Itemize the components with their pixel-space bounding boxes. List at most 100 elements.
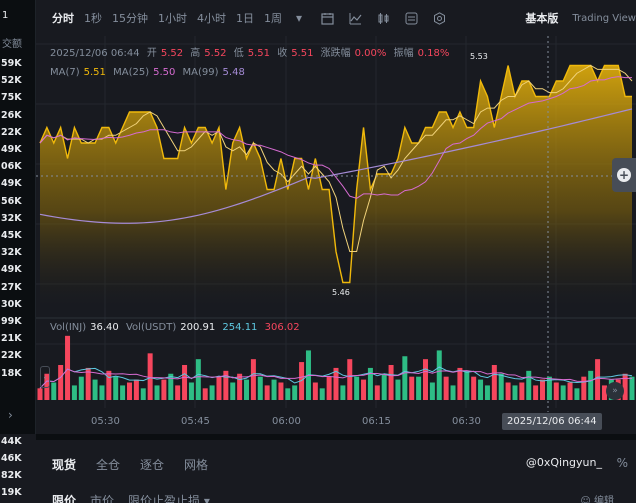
orderbook-volume-value: 19K xyxy=(1,487,22,498)
low-value: 5.51 xyxy=(247,48,270,59)
volume-bar xyxy=(326,376,332,400)
chart-panel: 分时 1秒 15分钟 1小时 4小时 1日 1周 ▾ 基本版 Trading V… xyxy=(36,0,636,434)
chart-settings-icon[interactable] xyxy=(404,11,418,25)
ohlc-readout: 2025/12/06 06:44 开 5.52 高 5.52 低 5.51 收 5.51… xyxy=(50,44,453,59)
volume-bar xyxy=(601,385,607,400)
indicator-icon[interactable] xyxy=(348,11,362,25)
orderbook-volume-value: 46K xyxy=(1,453,22,464)
volume-bar xyxy=(106,370,112,400)
volume-bar xyxy=(85,367,91,400)
volume-bar xyxy=(175,385,181,400)
chart-toolbar: 分时 1秒 15分钟 1小时 4小时 1日 1周 ▾ 基本版 Trading V… xyxy=(36,0,636,36)
x-tick-label: 06:00 xyxy=(272,416,301,427)
orderbook-header: 1 xyxy=(2,10,9,21)
ma7-label: MA(7) xyxy=(50,67,80,78)
volume-bar xyxy=(37,388,43,400)
x-tick-label: 06:30 xyxy=(452,416,481,427)
volume-bar xyxy=(429,382,435,400)
more-icon[interactable]: % xyxy=(616,456,628,470)
volume-bar xyxy=(140,388,146,400)
order-type-market[interactable]: 市价 xyxy=(90,494,115,503)
interval-1h[interactable]: 1小时 xyxy=(158,12,187,25)
chevron-right-icon[interactable]: › xyxy=(8,408,13,422)
candle-type-icon[interactable] xyxy=(376,11,390,25)
ohlc-date: 2025/12/06 06:44 xyxy=(50,48,140,59)
ma25-line xyxy=(39,76,632,199)
volume-bar xyxy=(367,367,373,400)
volume-bar xyxy=(333,367,339,400)
ma25-value: 5.50 xyxy=(153,67,176,78)
volume-bar xyxy=(629,376,635,400)
tab-grid[interactable]: 网格 xyxy=(184,458,209,472)
order-type-limit[interactable]: 限价 xyxy=(52,494,77,503)
volume-bar xyxy=(498,373,504,400)
plus-icon: + xyxy=(617,168,631,182)
tradingview-toggle[interactable]: Trading View xyxy=(572,12,636,24)
price-chart[interactable] xyxy=(36,36,636,412)
basic-view-toggle[interactable]: 基本版 xyxy=(525,12,559,25)
ma7-line xyxy=(39,64,633,252)
volume-bar xyxy=(546,376,552,400)
ma99-line xyxy=(39,108,633,224)
volume-ma2-line xyxy=(39,368,632,389)
volume-bar xyxy=(533,385,539,400)
volume-bar xyxy=(257,376,263,400)
volume-bar xyxy=(58,365,64,400)
volume-bar xyxy=(44,373,50,400)
open-value: 5.52 xyxy=(160,48,184,59)
interval-1d[interactable]: 1日 xyxy=(236,12,254,25)
volume-bar xyxy=(588,370,594,400)
interval-1w[interactable]: 1周 xyxy=(264,12,282,25)
tab-spot[interactable]: 现货 xyxy=(52,458,77,472)
interval-4h[interactable]: 4小时 xyxy=(197,12,226,25)
interval-1s[interactable]: 1秒 xyxy=(84,12,102,25)
volume-bar xyxy=(450,385,456,400)
amplitude-label: 振幅 xyxy=(393,48,414,59)
volume-bar xyxy=(292,385,298,400)
volume-bar xyxy=(347,359,353,400)
volume-bar xyxy=(51,382,57,400)
volume-bar xyxy=(230,382,236,400)
volume-bar xyxy=(553,382,559,400)
volume-bar xyxy=(622,373,628,400)
orderbook-volume-value: 45K xyxy=(1,230,22,241)
add-indicator-button[interactable]: + xyxy=(612,158,636,192)
tab-cross-margin[interactable]: 全仓 xyxy=(96,458,121,472)
volume-bar xyxy=(491,365,497,400)
volume-bar xyxy=(216,376,222,400)
orderbook-volume-value: 49K xyxy=(1,144,22,155)
volume-bar xyxy=(457,367,463,400)
volume-bar xyxy=(250,359,256,400)
scroll-left-handle[interactable]: ‹ xyxy=(40,366,50,388)
volume-bar xyxy=(271,379,277,400)
volume-bar xyxy=(202,388,208,400)
volume-bar xyxy=(526,370,532,400)
watermark-handle: @0xQingyun_ xyxy=(525,456,602,469)
volume-bar xyxy=(567,382,573,400)
tab-isolated-margin[interactable]: 逐仓 xyxy=(140,458,165,472)
interval-dropdown-icon[interactable]: ▾ xyxy=(295,11,303,25)
volume-bar xyxy=(278,382,284,400)
volume-bar xyxy=(443,376,449,400)
volume-bar xyxy=(519,382,525,400)
vol-ma1-value: 254.11 xyxy=(222,322,258,333)
orderbook-volume-value: 56K xyxy=(1,195,22,207)
scroll-to-latest-button[interactable]: » xyxy=(606,382,624,400)
volume-bar xyxy=(402,356,408,400)
interval-time-sharing[interactable]: 分时 xyxy=(52,12,74,25)
x-tick-label: 06:15 xyxy=(362,416,391,427)
volume-bar xyxy=(120,385,126,400)
orderbook-volume-value: 44K xyxy=(1,436,22,447)
orderbook-volume-value: 26K xyxy=(1,109,22,121)
volume-bar xyxy=(126,382,132,400)
calendar-icon[interactable] xyxy=(320,11,334,25)
orderbook-volume-value: 49K xyxy=(1,264,22,276)
volume-bar xyxy=(560,385,566,400)
orderbook-volume-value: 30K xyxy=(1,298,22,310)
orderbook-volume-header: 交额 xyxy=(2,39,22,50)
close-value: 5.51 xyxy=(291,48,314,59)
order-type-stop-limit[interactable]: 限价止盈止损 ▾ xyxy=(128,494,210,503)
gear-icon[interactable] xyxy=(432,11,446,25)
high-price-marker: 5.53 xyxy=(470,52,488,61)
interval-15m[interactable]: 15分钟 xyxy=(112,12,148,25)
